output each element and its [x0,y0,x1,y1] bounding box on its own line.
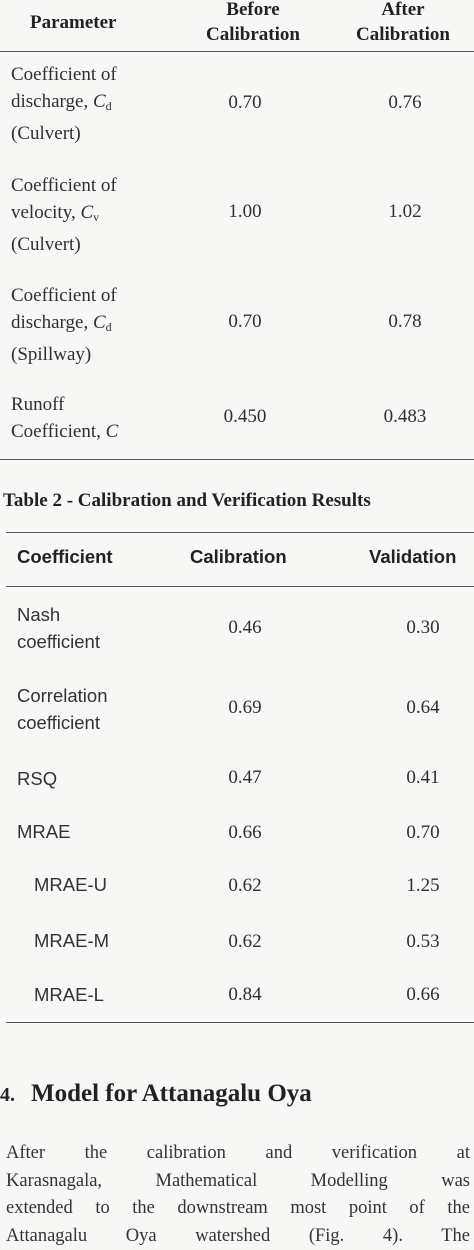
t2-row-7-validation: 0.66 [368,984,474,1006]
t1-header-after: After Calibration [332,0,474,47]
t2-row-7-label: MRAE-L [34,981,104,1008]
t2-row-7-calibration: 0.84 [190,984,300,1006]
t1-header-before: Before Calibration [178,0,328,47]
t2-row-2-validation: 0.64 [368,697,474,719]
t2-row-1-validation: 0.30 [368,617,474,639]
section-number: 4. [0,1084,15,1106]
t1-row-3-before: 0.70 [190,311,300,333]
t2-row-5-validation: 1.25 [368,875,474,897]
t1-header-parameter: Parameter [30,10,117,35]
t2-top-rule [6,532,474,533]
t2-row-6-label: MRAE-M [34,927,109,954]
section-paragraph: After the calibration and verification a… [6,1140,470,1250]
t1-row-4-label: Runoff Coefficient, C [11,391,118,445]
t2-row-6-validation: 0.53 [368,931,474,953]
t2-header-calibration: Calibration [190,546,287,568]
t1-row-3-label: Coefficient of discharge, Cd (Spillway) [11,282,117,368]
t1-row-1-before: 0.70 [190,92,300,114]
paragraph-line: Karasnagala, Mathematical Modelling was [6,1168,470,1196]
t2-header-coefficient: Coefficient [17,546,113,568]
t1-row-4-before: 0.450 [190,406,300,428]
t2-bottom-rule [6,1022,474,1023]
t2-header-rule [6,586,474,587]
t1-row-2-before: 1.00 [190,201,300,223]
t1-header-rule [0,51,474,52]
paragraph-line: Attanagalu Oya watershed (Fig. 4). The [6,1223,470,1250]
t1-row-2-label: Coefficient of velocity, Cv (Culvert) [11,172,117,258]
t2-row-5-calibration: 0.62 [190,875,300,897]
t2-row-3-label: RSQ [17,765,57,792]
t2-row-6-calibration: 0.62 [190,931,300,953]
t1-row-4-after: 0.483 [350,406,460,428]
t2-row-3-validation: 0.41 [368,767,474,789]
t1-row-3-after: 0.78 [350,311,460,333]
t2-row-4-calibration: 0.66 [190,822,300,844]
t2-row-2-label: Correlation coefficient [17,682,108,736]
t2-row-1-calibration: 0.46 [190,617,300,639]
paragraph-line: extended to the downstream most point of… [6,1195,470,1223]
t2-row-3-calibration: 0.47 [190,767,300,789]
t1-row-1-after: 0.76 [350,92,460,114]
t1-row-1-label: Coefficient of discharge, Cd (Culvert) [11,61,117,147]
t2-row-4-label: MRAE [17,818,70,845]
t2-row-5-label: MRAE-U [34,871,107,898]
t1-row-2-after: 1.02 [350,201,460,223]
table-2-caption: Table 2 - Calibration and Verification R… [3,490,371,512]
section-heading: 4. Model for Attanagalu Oya [0,1080,312,1108]
section-title: Model for Attanagalu Oya [31,1080,312,1107]
t1-bottom-rule [0,459,474,460]
paragraph-line: After the calibration and verification a… [6,1140,470,1168]
t2-row-2-calibration: 0.69 [190,697,300,719]
t2-header-validation: Validation [369,546,456,568]
t2-row-4-validation: 0.70 [368,822,474,844]
t2-row-1-label: Nash coefficient [17,601,100,655]
